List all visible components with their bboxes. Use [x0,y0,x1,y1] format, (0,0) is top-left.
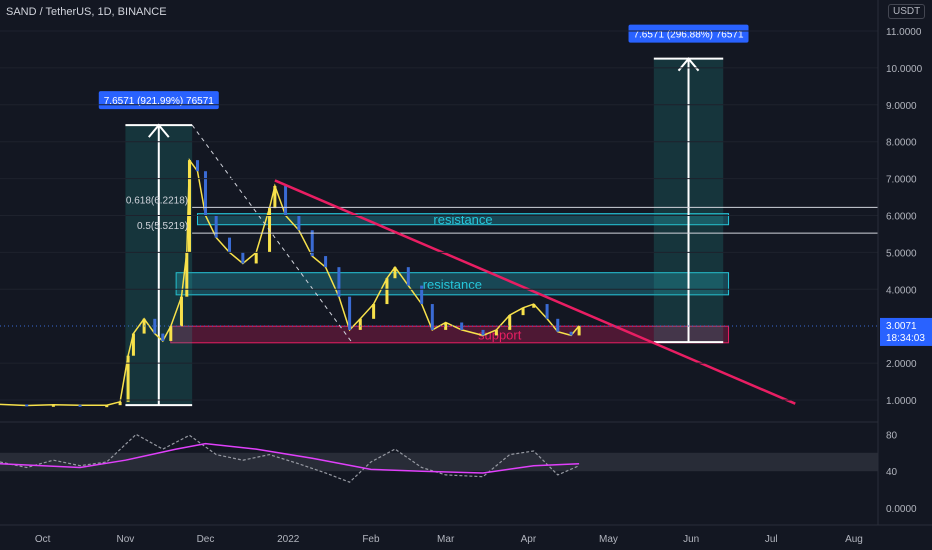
time-tick-label: 2022 [277,534,300,545]
price-tick-label: 4.0000 [886,285,917,296]
price-candle [385,278,389,305]
time-tick-label: Apr [521,534,537,545]
price-candle [105,405,109,408]
price-candle [161,333,165,341]
price-tick-label: 10.0000 [886,64,923,75]
price-candle [203,171,207,216]
price-candle [430,304,434,330]
countdown-label: 18:34:03 [886,333,925,344]
rsi-line [0,433,580,483]
rsi-tick-label: 0.0000 [886,504,917,515]
support-label: support [478,328,522,343]
price-candle [508,315,512,330]
price-candle [297,215,301,231]
price-candle [25,404,29,407]
chart-title: SAND / TetherUS, 1D, BINANCE [6,6,167,18]
price-candle [185,252,189,297]
price-candle [569,331,573,336]
price-candle [358,318,362,330]
price-candle [273,185,277,209]
time-tick-label: Jul [765,534,778,545]
price-tick-label: 11.0000 [886,27,922,38]
rsi-band [0,452,878,472]
price-candle [556,318,560,332]
fib-label: 0.5(5.5219) [137,221,188,232]
price-candle [577,325,581,336]
price-tick-label: 6.0000 [886,212,917,223]
price-tick-label: 8.0000 [886,138,917,149]
time-tick-label: Aug [845,534,863,545]
time-tick-label: Jun [683,534,699,545]
rsi-panel [0,433,878,483]
price-candle [126,355,130,402]
price-candle [284,185,288,216]
zones-layer: resistance resistance support [170,212,730,344]
time-tick-label: Feb [362,534,380,545]
price-candle [337,267,341,297]
measure-label: 7.6571 (296.88%) 76571 [633,30,744,41]
fib-label: 0.618(6.2218) [126,195,188,206]
price-candle [51,404,55,407]
currency-badge[interactable]: USDT [888,4,926,19]
descending-trendline [274,179,796,405]
time-tick-label: Oct [35,534,51,545]
price-candle [254,252,258,264]
price-tick-label: 1.0000 [886,396,917,407]
measure-arrow-head [677,57,700,72]
rsi-tick-label: 40 [886,467,898,478]
price-candle [187,160,191,253]
price-candle [78,404,82,407]
price-candle [481,329,485,336]
price-candle [153,318,157,334]
price-candle [241,252,245,264]
lines-layer: 0.618(6.2218) 0.5(5.5219) [0,124,878,405]
price-candle [348,296,352,330]
price-candle [444,322,448,330]
price-tick-label: 7.0000 [886,175,917,186]
price-tick-label: 2.0000 [886,359,917,370]
price-candle [214,215,218,238]
price-candle [372,304,376,319]
measure-label: 7.6571 (921.99%) 76571 [104,96,215,107]
time-tick-label: Nov [117,534,135,545]
price-candle [118,401,122,406]
time-tick-label: Dec [197,534,215,545]
price-candle [310,230,314,257]
rsi-tick-label: 80 [886,430,898,441]
price-candle [532,304,536,308]
price-candle [494,329,498,336]
measure-label-bg [628,24,749,43]
measure-arrow-head [148,123,170,138]
price-candle [521,307,525,316]
price-candle [545,304,549,319]
price-candle [420,285,424,305]
price-candle [195,160,199,172]
price-tick-label: 5.0000 [886,248,917,259]
current-price-label: 3.0071 [886,321,917,332]
dashed-projection-line [191,124,353,344]
price-candle [460,322,464,330]
resistance-label: resistance [433,212,492,227]
price-candle [131,333,135,356]
price-candle [228,237,232,253]
time-tick-label: May [599,534,618,545]
rsi-ma-line [0,442,580,474]
current-price-badge [880,317,932,346]
price-candle [169,326,173,341]
resistance-label: resistance [423,277,482,292]
price-candle [179,296,183,327]
price-candle [406,267,410,286]
price-candle [393,267,397,279]
time-tick-label: Mar [437,534,455,545]
price-candle [324,256,328,268]
price-tick-label: 9.0000 [886,101,917,112]
resistance-zone [196,213,730,226]
